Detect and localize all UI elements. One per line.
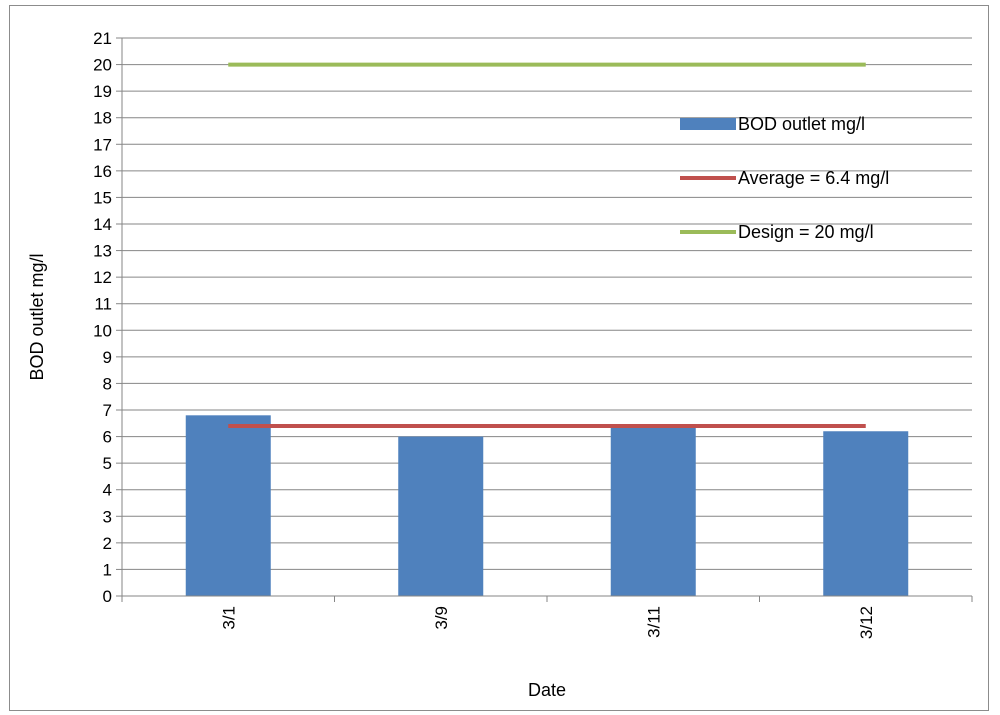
bar (185, 415, 271, 596)
x-tick-label: 3/11 (644, 606, 663, 638)
chart-frame: 0 1 2 3 4 5 6 7 8 9 10 11 12 13 14 15 16 17 18 19 20 21 3/1 3/9… (9, 5, 989, 711)
y-tick-label: 3 (103, 507, 112, 526)
y-tick-label: 9 (103, 348, 112, 367)
y-tick-label: 6 (103, 428, 112, 447)
y-axis-title: BOD outlet mg/l (27, 253, 47, 380)
y-tick-label: 17 (93, 135, 112, 154)
y-tick-label: 0 (103, 587, 112, 606)
y-tick-label: 18 (93, 109, 112, 128)
y-tick-label: 5 (103, 454, 112, 473)
bars (185, 415, 909, 596)
x-tick-label: 3/9 (432, 606, 451, 630)
y-tick-label: 4 (103, 481, 112, 500)
y-tick-label: 16 (93, 162, 112, 181)
legend-swatch-bar (680, 118, 736, 130)
bar (610, 425, 696, 596)
y-tick-label: 11 (94, 295, 112, 314)
y-tick-label: 20 (93, 56, 112, 75)
x-tick-label: 3/12 (857, 606, 876, 639)
bar (398, 436, 484, 596)
y-tick-label: 8 (103, 374, 112, 393)
y-tick-label: 21 (93, 29, 112, 48)
legend-label: Design = 20 mg/l (738, 222, 874, 242)
y-tick-label: 12 (93, 268, 112, 287)
y-tick-label: 2 (103, 534, 112, 553)
y-tick-label: 13 (93, 242, 112, 261)
reference-lines (228, 62, 866, 428)
bar (823, 431, 909, 596)
legend-label: BOD outlet mg/l (738, 114, 865, 134)
y-tick-label: 19 (93, 82, 112, 101)
legend-label: Average = 6.4 mg/l (738, 168, 889, 188)
y-tick-label: 1 (103, 560, 112, 579)
y-tick-label: 7 (103, 401, 112, 420)
legend: BOD outlet mg/l Average = 6.4 mg/l Design … (680, 114, 889, 242)
x-tick-label: 3/1 (219, 606, 238, 630)
y-tick-label: 15 (93, 188, 112, 207)
y-tick-label: 14 (93, 215, 112, 234)
y-tick-label: 10 (93, 321, 112, 340)
x-axis-title: Date (528, 680, 566, 700)
